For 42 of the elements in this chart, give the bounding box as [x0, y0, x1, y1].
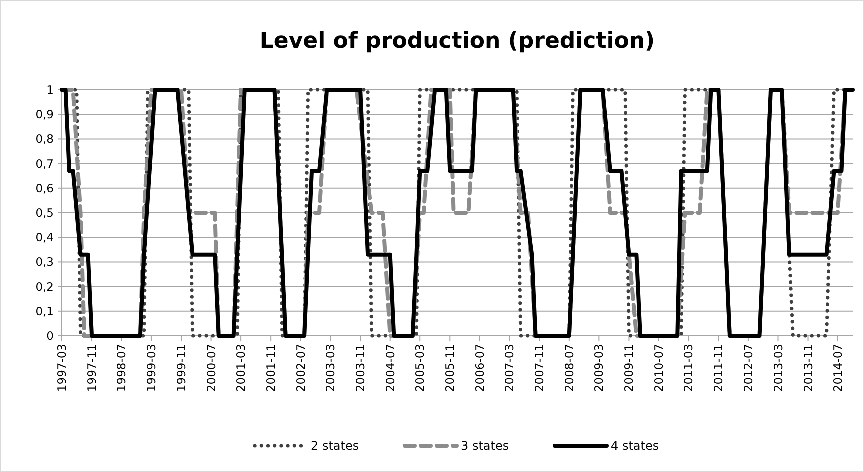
y-tick-label: 1 [46, 83, 54, 98]
x-tick-label: 2000-07 [204, 344, 218, 392]
y-tick-label: 0,1 [36, 304, 54, 318]
x-tick-label: 2013-03 [771, 344, 786, 392]
x-tick-label: 1999-03 [144, 344, 158, 392]
x-tick-label: 2014-07 [830, 344, 845, 392]
x-tick-label: 2011-11 [712, 344, 726, 392]
x-tick-label: 1998-07 [114, 344, 129, 392]
y-tick-label: 0,9 [36, 108, 54, 122]
x-tick-label: 2007-11 [532, 344, 547, 392]
x-tick-label: 2012-07 [741, 344, 756, 392]
y-tick-label: 0,2 [36, 280, 54, 294]
y-tick-label: 0,8 [36, 132, 54, 146]
y-tick-label: 0,7 [36, 156, 54, 171]
x-tick-label: 2007-03 [502, 344, 517, 392]
x-tick-label: 2009-11 [622, 344, 636, 392]
x-tick-label: 2009-03 [592, 344, 606, 392]
x-tick-label: 2001-03 [234, 344, 248, 392]
chart-title: Level of production (prediction) [260, 29, 656, 54]
legend-label: 4 states [611, 439, 660, 454]
x-tick-label: 2004-07 [383, 344, 398, 392]
y-tick-label: 0,3 [36, 255, 54, 270]
y-tick-label: 0,4 [36, 230, 54, 245]
x-tick-label: 2003-11 [354, 344, 368, 392]
legend-label: 3 states [461, 439, 510, 454]
y-tick-label: 0,5 [36, 206, 54, 220]
x-tick-label: 2011-03 [682, 344, 696, 392]
x-tick-label: 1997-11 [85, 344, 100, 392]
x-tick-label: 1999-11 [174, 344, 189, 392]
x-tick-label: 2005-11 [443, 344, 458, 392]
x-tick-label: 2010-07 [652, 344, 666, 392]
y-tick-label: 0 [46, 329, 54, 344]
legend-label: 2 states [311, 439, 360, 454]
x-tick-label: 2003-03 [324, 344, 338, 392]
x-tick-label: 2008-07 [562, 344, 576, 392]
x-tick-label: 2002-07 [294, 344, 308, 392]
x-tick-label: 2005-03 [413, 344, 428, 392]
x-tick-label: 2013-11 [801, 344, 816, 392]
y-tick-label: 0,6 [36, 181, 54, 196]
x-tick-label: 2001-11 [264, 344, 278, 392]
x-tick-label: 1997-03 [55, 344, 70, 392]
x-tick-label: 2006-07 [472, 344, 487, 392]
